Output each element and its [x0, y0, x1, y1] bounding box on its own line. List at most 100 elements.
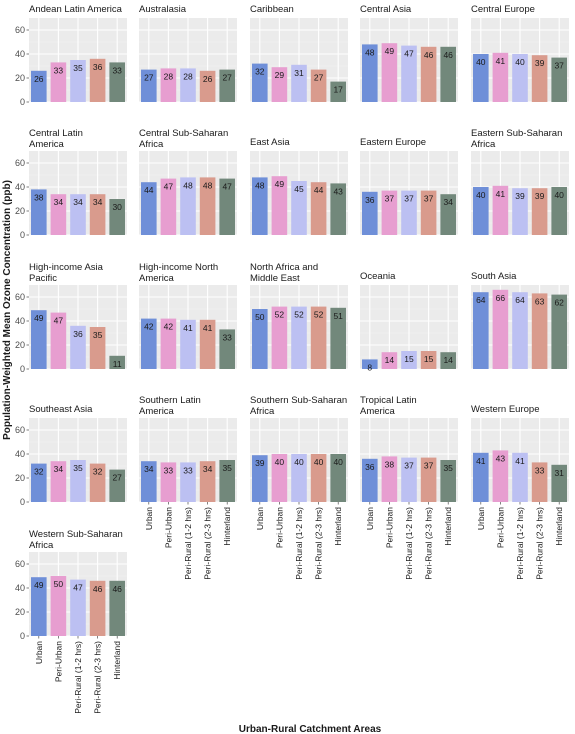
- bar-value-label: 37: [424, 461, 434, 471]
- bar-value-label: 39: [515, 191, 525, 201]
- panel-title: Eastern Sub-Saharan: [471, 128, 562, 139]
- x-tick-label: Peri-Rural (1-2 hrs): [183, 507, 193, 580]
- bar: [531, 293, 548, 369]
- bar-value-label: 64: [515, 295, 525, 305]
- bar-value-label: 38: [34, 192, 44, 202]
- bar-value-label: 33: [222, 332, 232, 342]
- panel-title: America: [139, 273, 175, 284]
- bar-value-label: 39: [535, 58, 545, 68]
- panel-title: Southern Sub-Saharan: [250, 395, 347, 406]
- bar-value-label: 34: [54, 197, 64, 207]
- x-tick-label: Peri-Rural (2-3 hrs): [535, 507, 545, 580]
- bar: [160, 68, 177, 102]
- bar-value-label: 17: [333, 85, 343, 95]
- bar: [31, 310, 47, 369]
- panel-title: Australasia: [139, 4, 187, 15]
- y-tick-label: 0: [20, 230, 25, 240]
- bar: [551, 57, 567, 102]
- bar: [551, 187, 567, 235]
- bar: [310, 454, 327, 502]
- bar: [440, 46, 456, 102]
- panel-title: America: [139, 406, 175, 417]
- bar-value-label: 46: [443, 50, 453, 60]
- panel-title: Central Sub-Saharan: [139, 128, 228, 139]
- bar: [473, 452, 489, 502]
- bar-value-label: 64: [476, 295, 486, 305]
- panel-title: South Asia: [471, 271, 517, 282]
- bar-value-label: 41: [183, 323, 193, 333]
- bar: [401, 190, 417, 235]
- bar: [31, 70, 47, 102]
- bar-value-label: 50: [54, 579, 64, 589]
- x-axis-title: Urban-Rural Catchment Areas: [239, 724, 382, 734]
- bar: [362, 191, 378, 235]
- bar-value-label: 40: [314, 457, 324, 467]
- bar-value-label: 48: [255, 180, 265, 190]
- bar-value-label: 63: [535, 296, 545, 306]
- bar: [381, 352, 398, 369]
- bar: [89, 327, 106, 369]
- y-tick-label: 0: [20, 97, 25, 107]
- panel-title: Africa: [139, 139, 164, 150]
- panel: Central Europe 40 41 40 39 37: [471, 4, 569, 103]
- y-tick-label: 60: [15, 559, 25, 569]
- bar: [512, 452, 528, 502]
- bar: [401, 457, 417, 502]
- bar: [271, 306, 288, 369]
- bar: [219, 69, 235, 102]
- y-tick-label: 40: [15, 49, 25, 59]
- panel: Andean Latin America 0 20 40 60 26 33 35 36 33: [15, 4, 127, 107]
- bar: [330, 81, 346, 102]
- x-tick-label: Peri-Rural (2-3 hrs): [203, 507, 213, 580]
- bar: [50, 576, 67, 636]
- bar-value-label: 31: [554, 468, 564, 478]
- bar: [199, 461, 216, 502]
- bar-value-label: 62: [554, 298, 564, 308]
- bar: [31, 577, 47, 636]
- bar-value-label: 27: [144, 73, 154, 83]
- bar: [492, 52, 509, 102]
- bar: [141, 461, 157, 502]
- bar: [31, 189, 47, 235]
- bar: [160, 178, 177, 235]
- bar-value-label: 37: [385, 194, 395, 204]
- bar-value-label: 43: [496, 453, 506, 463]
- y-tick-label: 20: [15, 340, 25, 350]
- bar-value-label: 41: [496, 56, 506, 66]
- bar: [291, 64, 307, 102]
- bar-value-label: 35: [443, 463, 453, 473]
- bar-value-label: 27: [314, 73, 324, 83]
- panel-title: Western Sub-Saharan: [29, 529, 123, 540]
- bar-value-label: 49: [385, 46, 395, 56]
- bar-value-label: 46: [424, 50, 434, 60]
- bar: [531, 55, 548, 102]
- bar: [381, 190, 398, 235]
- bar: [70, 325, 86, 369]
- panel: South Asia 64 66 64 63 62: [471, 271, 569, 370]
- panel-title: America: [360, 406, 396, 417]
- x-tick-label: Peri-Urban: [384, 507, 394, 548]
- panel: Central Asia 48 49 47 46 46: [360, 4, 458, 103]
- bar-value-label: 28: [164, 71, 174, 81]
- panel-title: Africa: [250, 406, 275, 417]
- bar: [512, 54, 528, 102]
- y-tick-label: 40: [15, 182, 25, 192]
- bar: [180, 177, 196, 235]
- y-tick-label: 20: [15, 473, 25, 483]
- x-tick-label: Peri-Rural (1-2 hrs): [73, 641, 83, 714]
- bar-value-label: 49: [34, 313, 44, 323]
- bar-value-label: 31: [294, 68, 304, 78]
- bar: [330, 454, 346, 502]
- bar-value-label: 42: [164, 322, 174, 332]
- panel: Southeast Asia 0 20 40 60 32 34 35 32 27: [15, 404, 127, 507]
- y-tick-label: 20: [15, 73, 25, 83]
- bar-value-label: 26: [34, 74, 44, 84]
- y-axis-title: Population-Weighted Mean Ozone Concentra…: [2, 180, 13, 440]
- bar-value-label: 46: [112, 584, 122, 594]
- bar: [109, 199, 125, 235]
- bar: [291, 306, 307, 369]
